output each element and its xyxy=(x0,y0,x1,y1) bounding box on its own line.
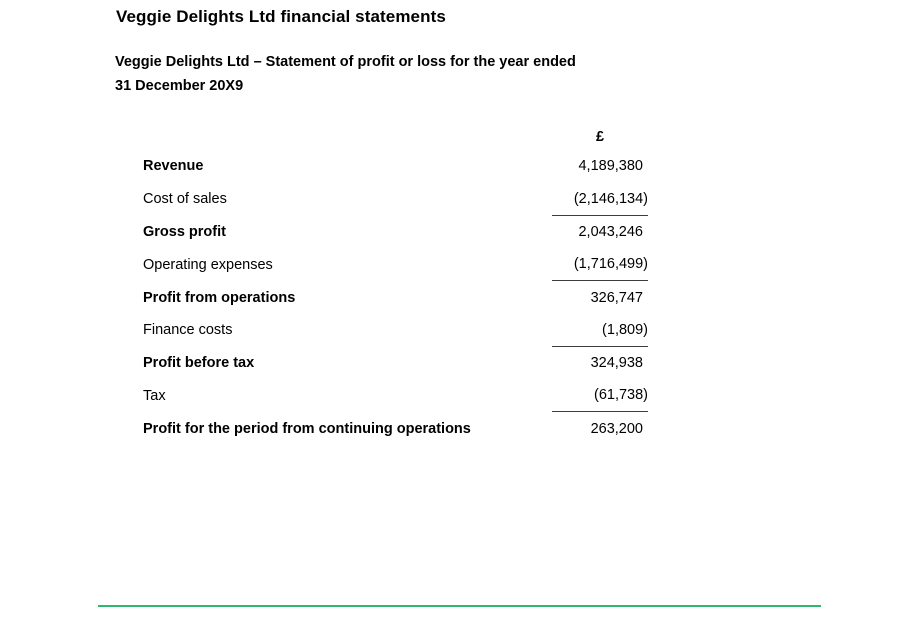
statement-rows: Revenue 4,189,380 Cost of sales (2,146,134)… xyxy=(143,150,648,445)
statement-row: Revenue 4,189,380 xyxy=(143,150,648,183)
profit-loss-statement-table: £ Revenue 4,189,380 Cost of sales (2,146,13… xyxy=(143,124,648,445)
statement-row: Operating expenses (1,716,499) xyxy=(143,248,648,282)
row-value: 4,189,380 xyxy=(578,158,643,175)
statement-row: Gross profit 2,043,246 xyxy=(143,216,648,249)
row-label: Gross profit xyxy=(143,223,226,240)
row-label: Operating expenses xyxy=(143,256,273,273)
bottom-divider-line xyxy=(98,605,821,607)
row-label: Profit for the period from continuing op… xyxy=(143,420,471,437)
statement-row: Profit from operations 326,747 xyxy=(143,281,648,314)
statement-row: Profit before tax 324,938 xyxy=(143,347,648,380)
statement-header-row: £ xyxy=(143,124,648,150)
statement-row: Tax (61,738) xyxy=(143,380,648,413)
row-value: 326,747 xyxy=(590,289,643,306)
row-label: Profit before tax xyxy=(143,355,255,372)
row-value: 324,938 xyxy=(590,355,643,372)
currency-column-header: £ xyxy=(595,129,605,145)
statement-subtitle-line2: 31 December 20X9 xyxy=(115,78,244,94)
row-label: Revenue xyxy=(143,158,204,175)
statement-row: Cost of sales (2,146,134) xyxy=(143,183,648,216)
row-value: (61,738) xyxy=(552,380,648,413)
row-label: Profit from operations xyxy=(143,289,296,306)
statement-row: Finance costs (1,809) xyxy=(143,314,648,347)
statement-subtitle-line1: Veggie Delights Ltd – Statement of profi… xyxy=(115,54,576,70)
statement-row: Profit for the period from continuing op… xyxy=(143,412,648,445)
row-value: (1,716,499) xyxy=(552,248,648,282)
row-label: Tax xyxy=(143,387,166,404)
row-label: Cost of sales xyxy=(143,191,227,208)
row-value: (2,146,134) xyxy=(552,183,648,216)
row-value: (1,809) xyxy=(552,314,648,347)
statement-subtitle: Veggie Delights Ltd – Statement of profi… xyxy=(115,50,576,98)
row-value: 2,043,246 xyxy=(578,223,643,240)
page-title: Veggie Delights Ltd financial statements xyxy=(116,7,446,26)
row-label: Finance costs xyxy=(143,322,233,339)
row-value: 263,200 xyxy=(590,420,643,437)
